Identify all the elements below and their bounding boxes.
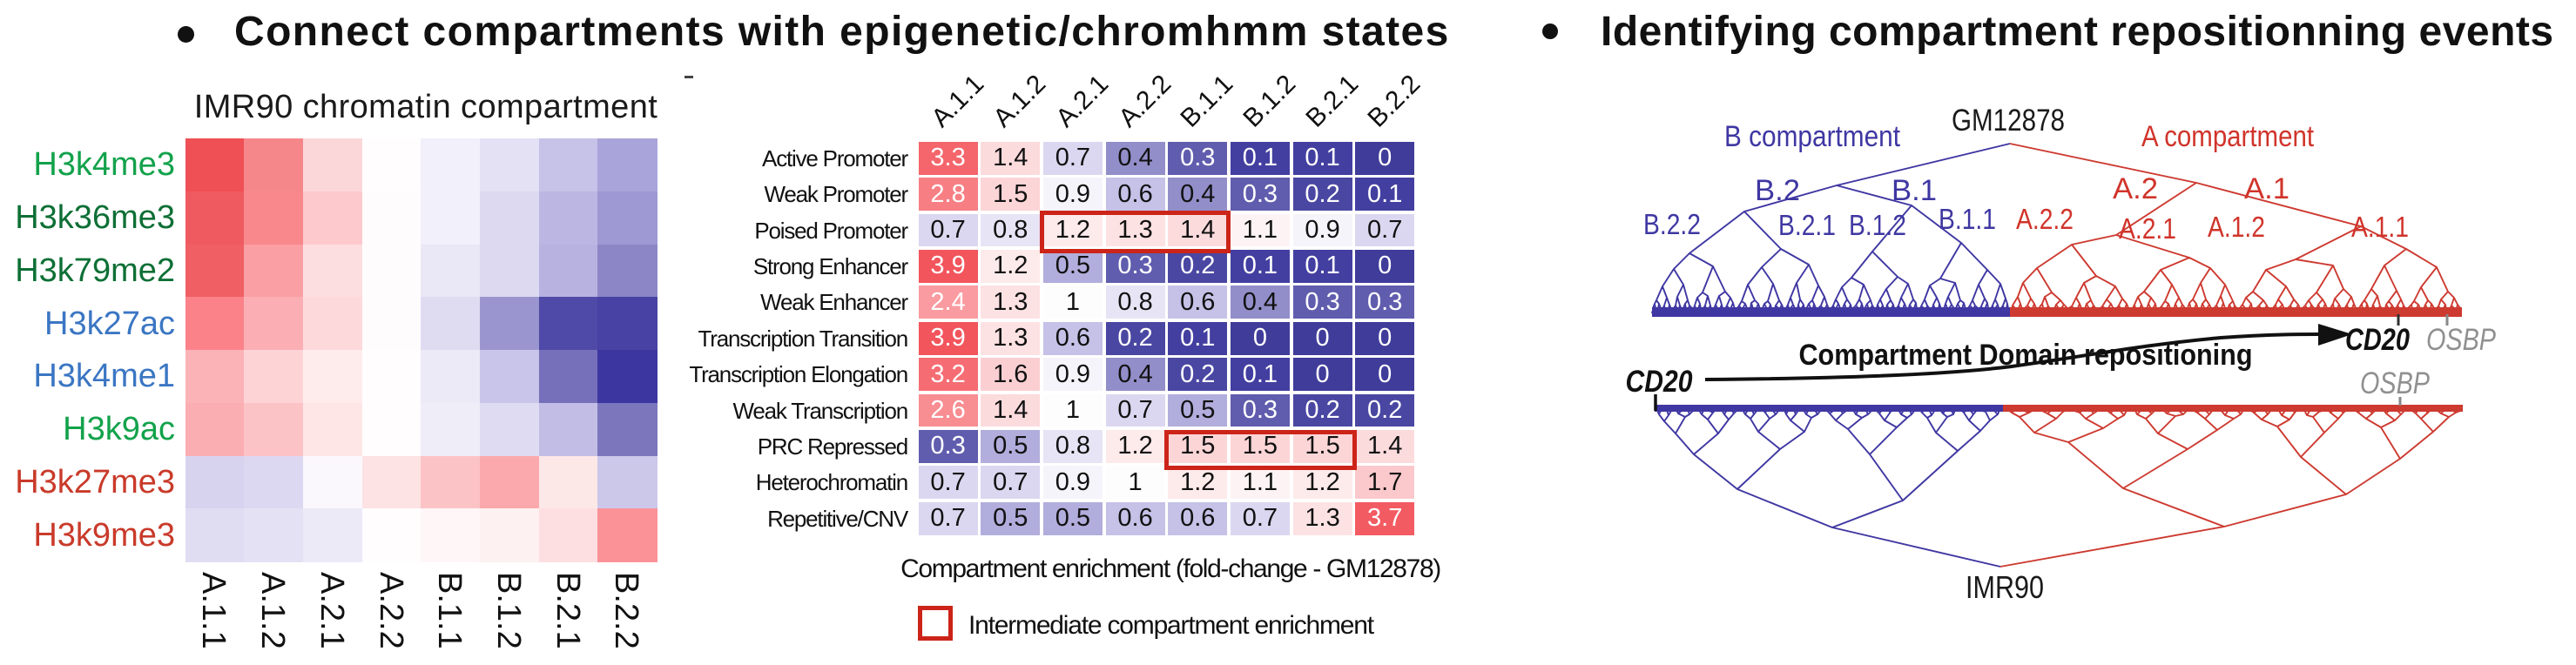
- svg-text:B.2: B.2: [1755, 174, 1800, 207]
- svg-text:CD20: CD20: [1626, 365, 1693, 399]
- svg-text:B.2.1: B.2.1: [1778, 209, 1836, 241]
- svg-text:B.1.1: B.1.1: [1939, 203, 1996, 235]
- svg-text:A.1: A.1: [2244, 172, 2289, 205]
- svg-text:B.1: B.1: [1892, 174, 1937, 207]
- svg-text:IMR90: IMR90: [1966, 569, 2044, 605]
- svg-text:A compartment: A compartment: [2141, 120, 2314, 153]
- svg-text:CD20: CD20: [2345, 323, 2410, 357]
- svg-text:A.1.1: A.1.1: [2351, 211, 2409, 243]
- svg-text:B.2.2: B.2.2: [1643, 208, 1701, 240]
- svg-text:B compartment: B compartment: [1724, 120, 1900, 153]
- svg-text:OSBP: OSBP: [2426, 323, 2497, 357]
- svg-text:Compartment Domain repositioni: Compartment Domain repositioning: [1799, 339, 2253, 372]
- svg-text:OSBP: OSBP: [2360, 366, 2431, 400]
- svg-text:A.2: A.2: [2113, 172, 2158, 205]
- svg-text:GM12878: GM12878: [1952, 104, 2065, 138]
- svg-text:B.1.2: B.1.2: [1849, 209, 1906, 241]
- svg-text:A.1.2: A.1.2: [2208, 211, 2265, 243]
- svg-text:A.2.2: A.2.2: [2016, 203, 2074, 235]
- svg-text:A.2.1: A.2.1: [2119, 212, 2176, 245]
